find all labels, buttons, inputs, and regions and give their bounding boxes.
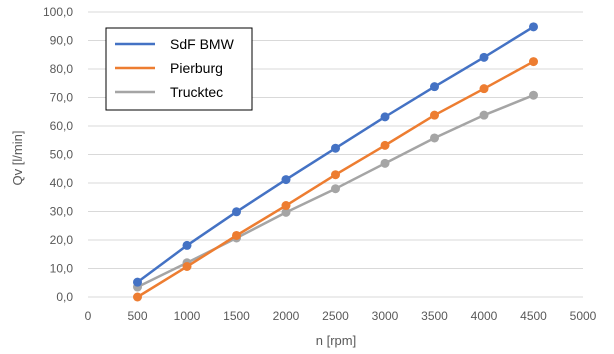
x-tick-label: 3000 [372,309,399,323]
data-point [380,158,390,168]
y-tick-label: 20,0 [50,233,74,247]
y-tick-label: 90,0 [50,34,74,48]
data-point [331,170,340,180]
x-tick-label: 3500 [421,309,448,323]
x-tick-label: 2000 [273,309,300,323]
data-point [331,143,340,153]
x-tick-label: 4000 [471,309,498,323]
x-tick-label: 1500 [223,309,250,323]
y-tick-label: 60,0 [50,119,74,133]
data-point [529,90,538,100]
y-tick-label: 30,0 [50,205,74,219]
legend-label: SdF BMW [170,36,235,52]
gridlines [88,11,583,298]
x-axis-title: n [rpm] [316,333,356,348]
data-point [430,133,439,143]
y-tick-label: 70,0 [50,91,74,105]
data-point [281,207,291,217]
data-point [529,22,538,32]
y-axis-title: Qv [l/min] [10,131,25,186]
y-tick-label: 40,0 [50,176,74,190]
series-lines [133,22,538,302]
data-point [133,292,142,302]
data-point [281,201,291,211]
x-tick-label: 1000 [174,309,201,323]
data-point [182,240,192,250]
y-tick-label: 0,0 [56,290,73,304]
y-axis-ticks: 0,0 10,0 20,0 30,0 40,0 50,0 60,0 70,0 80,0 90,0 1… [43,5,73,304]
data-point [380,140,390,150]
x-tick-label: 0 [85,309,92,323]
data-point [430,82,439,92]
data-point [430,110,439,120]
y-tick-label: 50,0 [50,148,74,162]
x-tick-label: 500 [127,309,147,323]
y-tick-label: 80,0 [50,62,74,76]
data-point [479,110,489,120]
data-point [182,262,192,272]
legend-label: Pierburg [170,60,223,76]
data-point [479,52,489,62]
series-pierburg [133,57,538,302]
y-tick-label: 100,0 [43,5,73,19]
data-point [232,230,241,240]
y-tick-label: 10,0 [50,262,74,276]
data-point [232,207,241,217]
x-axis-ticks: 0 500 1000 1500 2000 2500 3000 3500 4000 4500 5000 [85,309,597,323]
x-tick-label: 2500 [322,309,349,323]
data-point [133,277,142,287]
data-point [380,112,390,122]
x-tick-label: 4500 [520,309,547,323]
data-point [529,57,538,67]
data-point [281,175,291,185]
data-point [331,184,340,194]
legend-label: Trucktec [170,84,223,100]
series-sdf-bmw [133,22,538,287]
x-tick-label: 5000 [570,309,597,323]
legend: SdF BMW Pierburg Trucktec [105,27,253,111]
data-point [479,84,489,94]
